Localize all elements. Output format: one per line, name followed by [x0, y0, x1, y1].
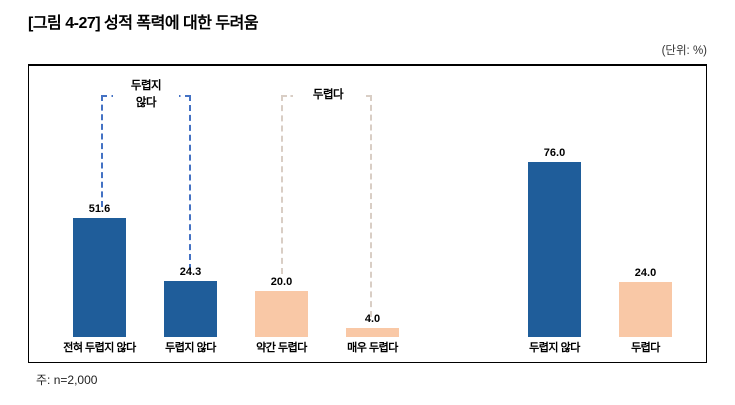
bar: [255, 291, 308, 337]
bar-category-label: 전혀 두렵지 않다: [63, 342, 136, 354]
chart-area: 두렵지 않다 두렵다 51.6 전혀 두렵지 않다 24.3 두렵지 않다 20.0 약간…: [28, 64, 707, 363]
bar-value-label: 51.6: [88, 203, 111, 215]
bar-category-label: 약간 두렵다: [256, 342, 307, 354]
bar-value-label: 76.0: [543, 147, 566, 159]
bar-category-label: 두렵지 않다: [529, 342, 580, 354]
bracket-vertical-line-left: [101, 95, 103, 207]
bar: [528, 162, 581, 337]
bar-value-label: 20.0: [270, 276, 293, 288]
bars-layer: 51.6 전혀 두렵지 않다 24.3 두렵지 않다 20.0 약간 두렵다 4.0 매우 두…: [29, 66, 706, 362]
figure-title: [그림 4-27] 성적 폭력에 대한 두려움: [28, 15, 259, 32]
bar: [346, 328, 399, 337]
bar-category-label: 매우 두렵다: [347, 342, 398, 354]
bar-value-label: 24.0: [634, 267, 657, 279]
bracket-vertical-line-right: [189, 95, 191, 270]
bar-category-label: 두렵지 않다: [165, 342, 216, 354]
bar: [164, 281, 217, 337]
bar-value-label: 4.0: [364, 313, 381, 325]
bracket-vertical-line-right: [370, 95, 372, 317]
bar-value-label: 24.3: [179, 266, 202, 278]
bracket-label-afraid: 두렵다: [293, 87, 363, 104]
unit-label: (단위: %): [661, 45, 707, 57]
footnote: 주: n=2,000: [36, 373, 98, 387]
bar-category-label: 두렵다: [631, 342, 660, 354]
bracket-label-not-afraid: 두렵지 않다: [113, 78, 179, 112]
bar: [619, 282, 672, 337]
bracket-vertical-line-left: [281, 95, 283, 274]
bar: [73, 218, 126, 337]
